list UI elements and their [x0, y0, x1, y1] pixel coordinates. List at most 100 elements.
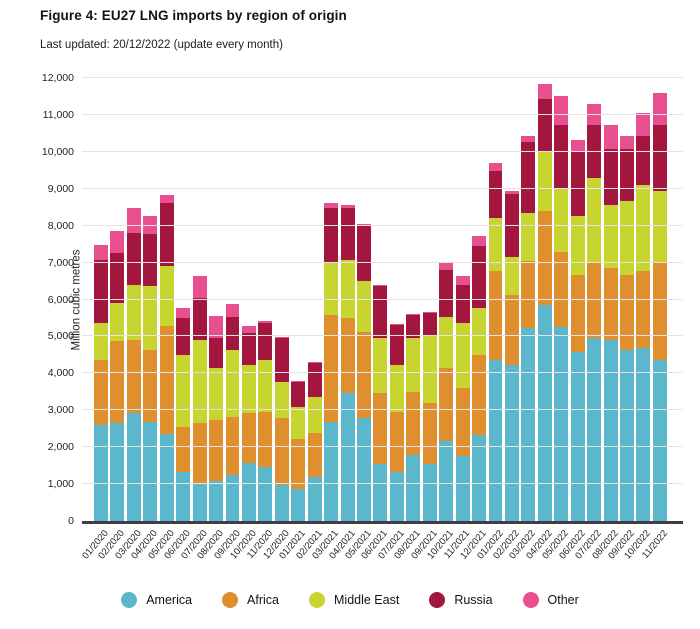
bar-segment-middle-east: [126, 284, 141, 340]
y-tick-label: 3,000: [47, 404, 74, 417]
bar: [472, 78, 486, 521]
bar-segment-africa: [274, 418, 289, 485]
legend: America Africa Middle East Russia Other: [0, 592, 700, 608]
y-tick-label: 9,000: [47, 182, 74, 195]
bar-segment-africa: [603, 268, 618, 340]
bar: [389, 78, 404, 521]
y-tick-label: 10,000: [41, 145, 74, 158]
bar-segment-africa: [389, 411, 404, 472]
bar-segment-africa: [110, 341, 125, 424]
legend-swatch: [429, 592, 446, 608]
bar-segment-middle-east: [258, 360, 273, 412]
bar-segment-america: [258, 466, 273, 521]
gridline: [82, 77, 683, 78]
bar: [357, 78, 371, 521]
bar-segment-russia: [126, 232, 141, 285]
gridline: [82, 483, 683, 485]
bar-segment-middle-east: [225, 349, 240, 417]
bar-segment-america: [324, 421, 339, 521]
bar-segment-russia: [110, 252, 125, 304]
gridline: [82, 113, 683, 115]
bar-segment-america: [126, 413, 141, 521]
gridline: [82, 261, 683, 263]
bar-segment-africa: [636, 271, 651, 349]
bar-segment-africa: [537, 211, 552, 305]
bar-segment-middle-east: [324, 263, 339, 315]
bar-segment-africa: [241, 413, 256, 463]
bar-segment-middle-east: [488, 217, 503, 272]
bar-segment-russia: [603, 149, 618, 205]
y-tick-label: 8,000: [47, 219, 74, 232]
bar-segment-america: [307, 476, 322, 521]
bar: [143, 78, 158, 521]
bar-segment-america: [192, 482, 207, 521]
bar-segment-middle-east: [159, 266, 174, 327]
bar: [241, 78, 256, 521]
bar-segment-other: [406, 313, 421, 315]
bar-segment-other: [291, 380, 306, 382]
bar-segment-other: [422, 312, 437, 314]
bar-segment-america: [422, 463, 437, 521]
bar-segment-russia: [241, 333, 256, 366]
legend-label: Middle East: [334, 593, 400, 607]
bar: [636, 78, 651, 521]
bar-segment-middle-east: [521, 212, 536, 262]
bar-segment-africa: [357, 331, 371, 419]
gridline: [82, 224, 683, 226]
bar-segment-america: [209, 481, 223, 521]
bar-segment-africa: [406, 391, 421, 456]
bar-segment-russia: [258, 323, 273, 361]
y-tick-label: 6,000: [47, 293, 74, 306]
bar: [521, 78, 536, 521]
bar-segment-other: [652, 92, 667, 125]
bar: [488, 78, 503, 521]
bar-segment-america: [225, 475, 240, 521]
bar: [176, 78, 191, 521]
bar-segment-africa: [422, 403, 437, 464]
bar-segment-africa: [488, 271, 503, 361]
gridline: [82, 446, 683, 448]
bar-segment-middle-east: [241, 365, 256, 414]
bar-segment-africa: [307, 432, 322, 477]
bar-segment-middle-east: [587, 177, 602, 264]
bar-segment-russia: [94, 260, 108, 324]
bar-segment-other: [159, 195, 174, 203]
bar-segment-middle-east: [209, 367, 223, 421]
bar: [324, 78, 339, 521]
gridline: [82, 150, 683, 152]
bar: [603, 78, 618, 521]
bar-segment-america: [472, 435, 486, 521]
bar-segment-africa: [126, 339, 141, 414]
bar-segment-russia: [357, 224, 371, 282]
legend-item-africa: Africa: [222, 592, 279, 608]
bar-segment-middle-east: [143, 286, 158, 350]
bar-segment-america: [652, 360, 667, 521]
bar-segment-africa: [587, 263, 602, 339]
bar-segment-america: [94, 425, 108, 521]
bar-segment-africa: [521, 261, 536, 329]
chart-subtitle: Last updated: 20/12/2022 (update every m…: [40, 39, 283, 51]
bar-segment-middle-east: [422, 334, 437, 404]
bar-segment-middle-east: [110, 303, 125, 342]
bar-segment-other: [176, 308, 191, 318]
bar-segment-middle-east: [373, 338, 388, 394]
bar-segment-middle-east: [570, 216, 585, 275]
legend-label: Russia: [454, 593, 493, 607]
bar-segment-russia: [406, 314, 421, 339]
bar-segment-america: [537, 304, 552, 521]
y-tick-label: 0: [68, 515, 74, 527]
bar: [209, 78, 223, 521]
bar-segment-america: [439, 440, 454, 521]
bar-segment-russia: [192, 298, 207, 340]
bar-segment-america: [176, 471, 191, 521]
legend-swatch: [121, 592, 138, 608]
gridline: [82, 187, 683, 189]
bar-segment-other: [373, 285, 388, 287]
bar-segment-africa: [94, 359, 108, 426]
bar-segment-africa: [373, 393, 388, 464]
bar: [373, 78, 388, 521]
bar-segment-africa: [209, 420, 223, 482]
bar-segment-middle-east: [192, 339, 207, 424]
bar-segment-middle-east: [406, 338, 421, 392]
bar-segment-america: [488, 360, 503, 521]
